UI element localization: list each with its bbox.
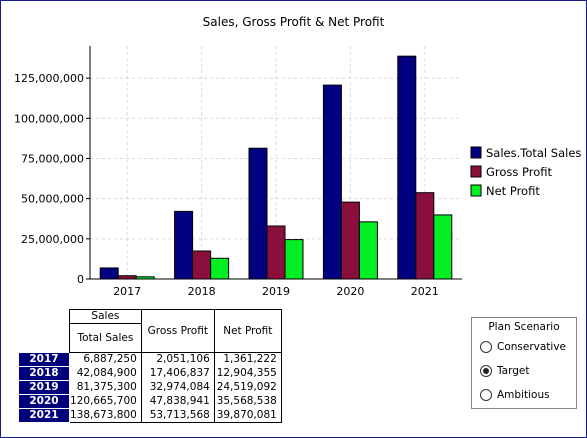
bar-sales-total-sales-2020 bbox=[322, 84, 342, 280]
bar-net-profit-2018 bbox=[210, 257, 230, 280]
plan-scenario-group: Plan Scenario Conservative Target Ambiti… bbox=[471, 317, 577, 409]
cell-gross-profit: 47,838,941 bbox=[140, 394, 215, 409]
y-tick-label: 100,000,000 bbox=[14, 112, 84, 125]
legend-label: Gross Profit bbox=[486, 165, 553, 179]
table-row: 2021 138,673,800 53,713,568 39,870,081 bbox=[18, 408, 282, 423]
bar-net-profit-2019 bbox=[284, 239, 304, 280]
x-tick-label: 2020 bbox=[336, 285, 364, 298]
data-table: Sales Gross Profit Net Profit Total Sale… bbox=[18, 309, 282, 423]
cell-net-profit: 24,519,092 bbox=[213, 380, 282, 395]
radio-label: Conservative bbox=[497, 341, 567, 353]
bar-gross-profit-2019 bbox=[266, 225, 286, 280]
bar-sales-total-sales-2017 bbox=[99, 267, 119, 280]
legend-label: Sales.Total Sales bbox=[486, 146, 581, 160]
cell-total-sales: 81,375,300 bbox=[69, 380, 142, 395]
col-header-net-profit: Net Profit bbox=[213, 309, 282, 353]
bar-sales-total-sales-2021 bbox=[397, 55, 417, 280]
cell-net-profit: 12,904,355 bbox=[213, 366, 282, 381]
radio-label: Ambitious bbox=[497, 389, 550, 401]
bar-sales-total-sales-2018 bbox=[174, 210, 194, 280]
bar-sales-total-sales-2019 bbox=[248, 147, 268, 280]
cell-total-sales: 6,887,250 bbox=[69, 352, 142, 367]
x-tick-label: 2018 bbox=[188, 285, 216, 298]
radio-label: Target bbox=[497, 365, 530, 377]
cell-total-sales: 42,084,900 bbox=[69, 366, 142, 381]
legend-swatch bbox=[470, 184, 482, 197]
header-group-sales: Sales bbox=[69, 309, 142, 324]
x-tick-label: 2019 bbox=[262, 285, 290, 298]
cell-net-profit: 35,568,538 bbox=[213, 394, 282, 409]
cell-gross-profit: 17,406,837 bbox=[140, 366, 215, 381]
legend-swatch bbox=[470, 165, 482, 178]
row-year: 2017 bbox=[18, 352, 70, 367]
row-year: 2018 bbox=[18, 366, 70, 381]
bar-net-profit-2020 bbox=[358, 221, 378, 280]
chart-title: Sales, Gross Profit & Net Profit bbox=[202, 15, 385, 29]
y-tick-label: 50,000,000 bbox=[21, 193, 84, 206]
cell-net-profit: 39,870,081 bbox=[213, 408, 282, 423]
legend-label: Net Profit bbox=[486, 184, 540, 198]
y-tick-label: 0 bbox=[77, 273, 84, 286]
cell-total-sales: 138,673,800 bbox=[69, 408, 142, 423]
radio-button[interactable] bbox=[480, 365, 492, 377]
cell-gross-profit: 2,051,106 bbox=[140, 352, 215, 367]
table-row: 2020 120,665,700 47,838,941 35,568,538 bbox=[18, 394, 282, 409]
row-year: 2020 bbox=[18, 394, 70, 409]
bar-gross-profit-2021 bbox=[415, 192, 435, 280]
x-tick-label: 2021 bbox=[411, 285, 439, 298]
y-tick-label: 25,000,000 bbox=[21, 233, 84, 246]
col-header-gross-profit: Gross Profit bbox=[140, 309, 215, 353]
table-row: 2019 81,375,300 32,974,084 24,519,092 bbox=[18, 380, 282, 395]
cell-gross-profit: 53,713,568 bbox=[140, 408, 215, 423]
bar-net-profit-2021 bbox=[433, 214, 453, 280]
table-row: 2018 42,084,900 17,406,837 12,904,355 bbox=[18, 366, 282, 381]
cell-gross-profit: 32,974,084 bbox=[140, 380, 215, 395]
radio-option-conservative[interactable]: Conservative bbox=[480, 341, 566, 353]
plan-scenario-title: Plan Scenario bbox=[488, 321, 560, 333]
radio-option-ambitious[interactable]: Ambitious bbox=[480, 389, 550, 401]
y-tick-label: 125,000,000 bbox=[14, 72, 84, 85]
y-tick-label: 75,000,000 bbox=[21, 152, 84, 165]
col-header-total-sales: Total Sales bbox=[69, 323, 142, 353]
row-year: 2021 bbox=[18, 408, 70, 423]
bar-gross-profit-2020 bbox=[340, 201, 360, 280]
table-row: 2017 6,887,250 2,051,106 1,361,222 bbox=[18, 352, 282, 367]
x-tick-label: 2017 bbox=[113, 285, 141, 298]
cell-net-profit: 1,361,222 bbox=[213, 352, 282, 367]
radio-option-target[interactable]: Target bbox=[480, 365, 529, 377]
bar-gross-profit-2018 bbox=[192, 250, 212, 280]
radio-button[interactable] bbox=[480, 389, 492, 401]
legend-swatch bbox=[470, 146, 482, 159]
cell-total-sales: 120,665,700 bbox=[69, 394, 142, 409]
row-year: 2019 bbox=[18, 380, 70, 395]
radio-button[interactable] bbox=[480, 341, 492, 353]
bar-chart: 0 25,000,000 50,000,000 75,000,000 100,000,0… bbox=[14, 46, 581, 298]
